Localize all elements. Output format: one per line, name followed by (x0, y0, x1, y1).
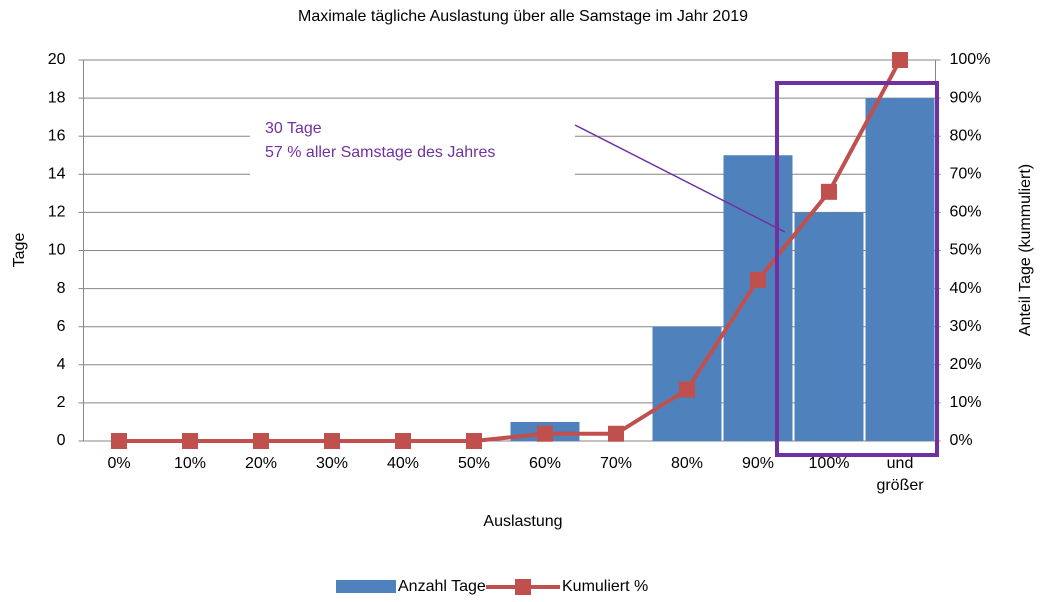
marker (466, 433, 482, 449)
x-tick-label: 0% (107, 455, 130, 472)
marker (324, 433, 340, 449)
marker (537, 425, 553, 442)
y2-tick-label: 70% (950, 166, 982, 183)
y2-tick-label: 50% (950, 242, 982, 259)
bar (865, 98, 935, 441)
y-tick-label: 2 (57, 394, 66, 411)
marker (395, 433, 411, 449)
marker (608, 425, 624, 442)
line (119, 59, 902, 443)
y-tick-label: 0 (57, 432, 66, 449)
legend-label: Kumuliert % (562, 578, 648, 595)
chart-title: Maximale tägliche Auslastung über alle S… (298, 8, 748, 25)
annotation-box (250, 112, 575, 178)
x-tick-label: 10% (174, 455, 206, 472)
bar (723, 155, 793, 441)
x-tick-label: 30% (316, 455, 348, 472)
y2-axis-title: Anteil Tage (kummuliert) (1017, 164, 1034, 336)
x-tick-label: 80% (671, 455, 703, 472)
marker (253, 433, 269, 449)
marker (750, 271, 766, 288)
marker (111, 433, 127, 449)
x-tick-label: 70% (600, 455, 632, 472)
y2-tick-label: 90% (950, 89, 982, 106)
marker (892, 52, 908, 68)
y-tick-label: 18 (48, 89, 66, 106)
y-tick-label: 12 (48, 204, 66, 221)
x-tick-label: 90% (742, 455, 774, 472)
marker (182, 433, 198, 449)
y-axis-title: Tage (11, 233, 28, 268)
y-tick-label: 14 (48, 166, 66, 183)
annotation-text: 57 % aller Samstage des Jahres (265, 144, 495, 161)
y2-tick-label: 80% (950, 127, 982, 144)
legend-label: Anzahl Tage (398, 578, 486, 595)
x-tick-label: und größer (876, 455, 924, 494)
x-axis-title: Auslastung (483, 513, 562, 530)
x-tick-label: 40% (387, 455, 419, 472)
y2-tick-label: 40% (950, 280, 982, 297)
y-tick-label: 6 (57, 318, 66, 335)
y2-tick-label: 60% (950, 204, 982, 221)
y-tick-label: 4 (57, 356, 66, 373)
x-tick-label: 100% (809, 455, 850, 472)
y-tick-label: 10 (48, 242, 66, 259)
highlight-box (775, 81, 939, 457)
y2-tick-label: 100% (950, 51, 991, 68)
legend-swatch (336, 580, 396, 593)
marker (821, 183, 837, 200)
x-tick-label: 50% (458, 455, 490, 472)
x-tick-label: 20% (245, 455, 277, 472)
x-tick-label: 60% (529, 455, 561, 472)
y-tick-label: 16 (48, 127, 66, 144)
annotation-line (574, 124, 786, 233)
marker (679, 381, 695, 398)
y-tick-label: 20 (48, 51, 66, 68)
annotation-text: 30 Tage (265, 120, 322, 137)
legend-swatch (515, 579, 531, 595)
bar (794, 212, 864, 441)
y2-tick-label: 30% (950, 318, 982, 335)
y2-tick-label: 0% (950, 432, 973, 449)
y2-tick-label: 10% (950, 394, 982, 411)
y-tick-label: 8 (57, 280, 66, 297)
y2-tick-label: 20% (950, 356, 982, 373)
